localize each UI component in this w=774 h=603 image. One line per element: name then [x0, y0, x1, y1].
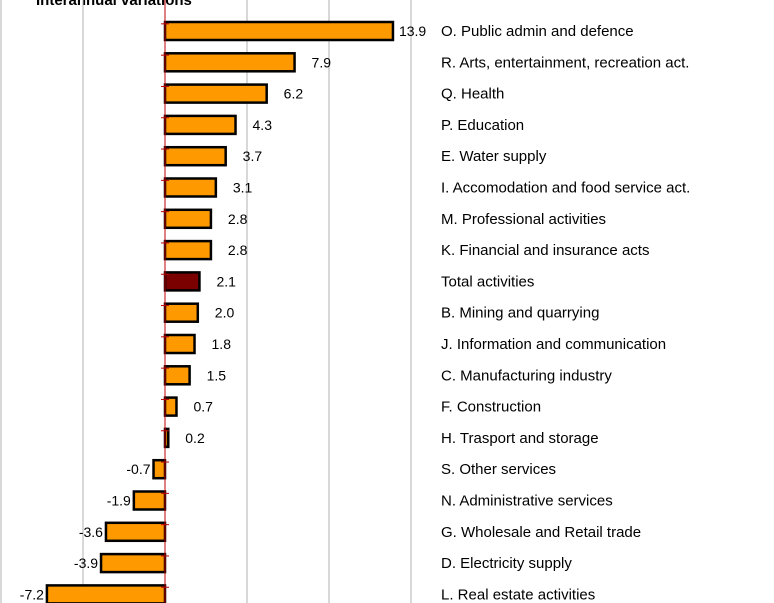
category-label: Q. Health	[441, 86, 504, 103]
bar	[163, 145, 227, 167]
value-label: 2.1	[216, 273, 236, 289]
value-label: -1.9	[107, 493, 131, 509]
chart-title: Interannual variations	[36, 0, 192, 9]
category-label: O. Public admin and defence	[441, 23, 634, 40]
grid-lines	[0, 0, 412, 603]
category-label: J. Information and communication	[441, 336, 666, 353]
value-label: 2.8	[228, 242, 248, 258]
category-label: I. Accomodation and food service act.	[441, 180, 690, 197]
bar	[163, 333, 196, 355]
bar	[152, 458, 167, 480]
value-label: 3.1	[233, 180, 253, 196]
bar	[99, 552, 167, 574]
value-label: 7.9	[312, 54, 332, 70]
category-label: P. Education	[441, 117, 524, 134]
category-label: C. Manufacturing industry	[441, 367, 612, 384]
bar	[45, 584, 167, 603]
category-label: B. Mining and quarrying	[441, 305, 599, 322]
category-label: K. Financial and insurance acts	[441, 242, 649, 259]
bar	[163, 365, 191, 386]
category-label: G. Wholesale and Retail trade	[441, 524, 641, 541]
category-label: N. Administrative services	[441, 493, 613, 510]
category-label: S. Other services	[441, 461, 556, 478]
bar	[132, 490, 167, 511]
bar	[163, 396, 178, 417]
bars	[45, 20, 395, 603]
category-label: Total activities	[441, 273, 534, 290]
value-label: 6.2	[284, 86, 304, 102]
bar-total-activities	[163, 271, 201, 292]
value-label: -0.7	[126, 461, 150, 477]
value-label: -3.9	[74, 555, 98, 571]
value-label: 2.0	[215, 305, 235, 321]
value-label: 1.5	[207, 367, 227, 383]
value-label: 2.8	[228, 211, 248, 227]
value-label: 0.2	[185, 430, 205, 446]
value-label: -7.2	[20, 586, 44, 602]
bar	[163, 177, 218, 198]
bar	[163, 208, 213, 230]
category-labels: O. Public admin and defence R. Arts, ente…	[441, 23, 690, 603]
value-label: 3.7	[243, 148, 263, 164]
category-label: F. Construction	[441, 399, 541, 416]
bar	[163, 52, 296, 73]
value-label: 13.9	[399, 23, 426, 39]
zero-axis	[161, 0, 169, 603]
value-label: -3.6	[79, 524, 103, 540]
category-label: M. Professional activities	[441, 211, 606, 228]
bar	[163, 20, 395, 42]
category-label: E. Water supply	[441, 148, 547, 165]
value-label: 0.7	[193, 399, 213, 415]
bar	[163, 302, 200, 323]
bar	[104, 521, 167, 543]
bar	[163, 114, 237, 136]
category-label: L. Real estate activities	[441, 586, 595, 603]
value-label: 1.8	[212, 336, 232, 352]
bar	[163, 239, 213, 261]
value-labels: 13.9 7.9 6.2 4.3 3.7 3.1 2.8 2.8 2.1 2.0 1.8 1.5 0.7…	[20, 23, 427, 602]
category-label: H. Trasport and storage	[441, 430, 599, 447]
category-label: D. Electricity supply	[441, 555, 572, 572]
value-label: 4.3	[253, 117, 273, 133]
category-label: R. Arts, entertainment, recreation act.	[441, 54, 689, 71]
bar	[163, 83, 268, 104]
